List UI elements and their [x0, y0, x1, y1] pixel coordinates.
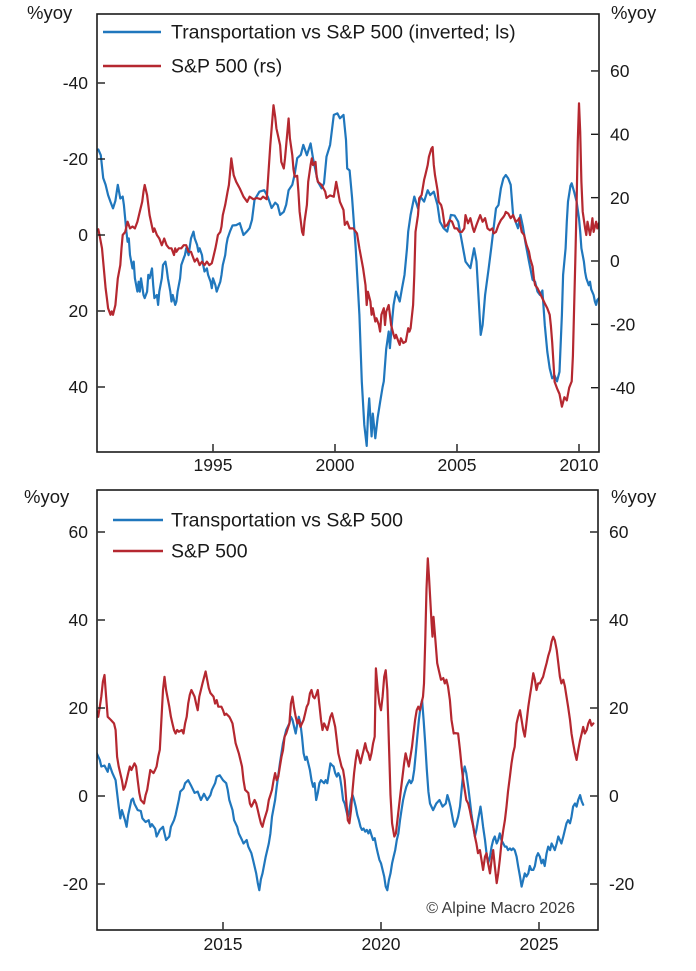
left-tick-label: 0 [78, 225, 88, 245]
x-tick-label: 2025 [520, 934, 559, 954]
series-line-bottom-1 [97, 557, 595, 885]
left-tick-label: -40 [63, 73, 89, 93]
series-line-bottom-0 [97, 698, 585, 892]
right-tick-label: 20 [609, 698, 629, 718]
panel-top: -40 -20 0 20 40 60 40 20 0 -20 -40 1995 2000 2005 2010… [27, 2, 657, 475]
right-tick-label: 40 [610, 124, 630, 144]
right-tick-label: 20 [610, 188, 630, 208]
left-tick-label: -20 [63, 149, 89, 169]
left-tick-label: 60 [69, 522, 89, 542]
left-tick-label: 20 [69, 698, 89, 718]
legend-label: Transportation vs S&P 500 [171, 510, 403, 532]
x-tick-label: 2015 [204, 934, 243, 954]
legend-label: S&P 500 [171, 541, 248, 563]
x-tick-label: 2020 [362, 934, 401, 954]
series-line-top-0 [97, 112, 599, 447]
left-tick-label: 0 [78, 786, 88, 806]
right-tick-label: 0 [610, 251, 620, 271]
legend-top: Transportation vs S&P 500 (inverted; ls)… [103, 22, 516, 78]
left-axis-unit-label: %yoy [24, 486, 70, 507]
x-tick-label: 2005 [438, 455, 477, 475]
x-tick-label: 2000 [316, 455, 355, 475]
right-tick-label: 0 [609, 786, 619, 806]
series-line-top-1 [97, 102, 599, 408]
legend-label: S&P 500 (rs) [171, 56, 282, 78]
right-axis-unit-label: %yoy [611, 2, 657, 23]
legend-bottom: Transportation vs S&P 500 S&P 500 [113, 510, 403, 563]
legend-label: Transportation vs S&P 500 (inverted; ls) [171, 22, 516, 44]
right-tick-label: -40 [610, 378, 636, 398]
left-tick-label: -20 [63, 874, 89, 894]
left-tick-label: 40 [69, 610, 89, 630]
left-tick-label: 40 [69, 377, 89, 397]
plot-border-top [96, 13, 600, 453]
right-tick-label: 60 [610, 61, 630, 81]
right-axis-unit-label: %yoy [611, 486, 657, 507]
copyright-text: © Alpine Macro 2026 [426, 900, 575, 917]
right-tick-label: 60 [609, 522, 629, 542]
panel-bottom: 60 40 20 0 -20 60 40 20 0 -20 2015 2020 2025 %yoy %yoy… [24, 486, 657, 954]
left-axis-unit-label: %yoy [27, 2, 73, 23]
x-tick-label: 1995 [194, 455, 233, 475]
left-tick-label: 20 [69, 301, 89, 321]
right-tick-label: -20 [610, 314, 636, 334]
x-tick-label: 2010 [560, 455, 599, 475]
right-tick-label: -20 [609, 874, 635, 894]
right-tick-label: 40 [609, 610, 629, 630]
plot-border-bottom [96, 489, 599, 931]
